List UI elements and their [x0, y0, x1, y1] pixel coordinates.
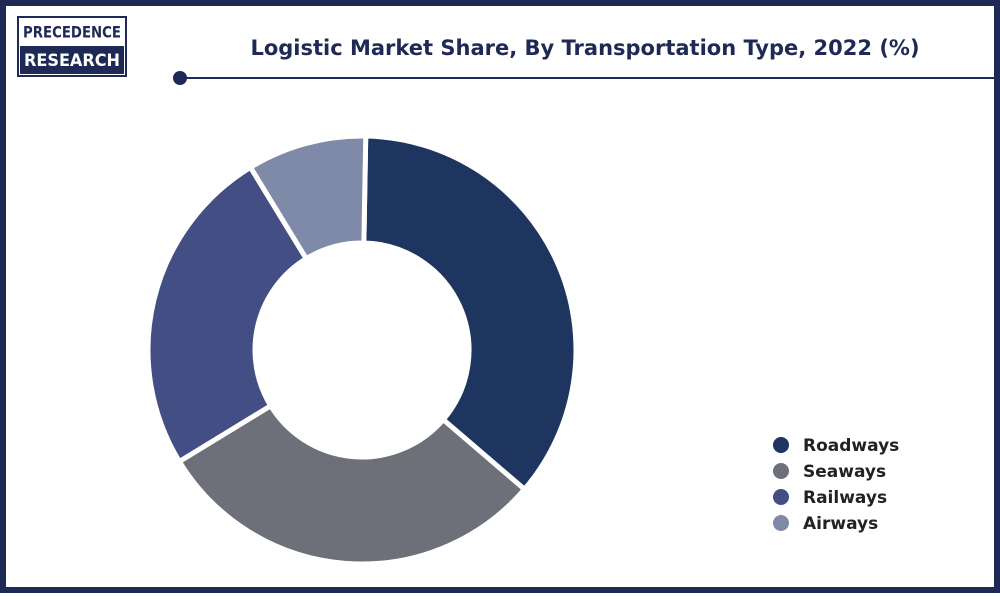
donut-slice	[247, 133, 369, 263]
legend-swatch	[773, 463, 789, 479]
logo-text: RESEARCH	[24, 51, 120, 71]
logo-text: PRECEDENCE	[23, 23, 121, 42]
donut-slice	[361, 133, 579, 493]
chart-title: Logistic Market Share, By Transportation…	[250, 36, 919, 60]
legend-swatch	[773, 437, 789, 453]
legend-swatch	[773, 515, 789, 531]
legend-label: Airways	[803, 514, 878, 534]
legend-label: Seaways	[803, 462, 886, 482]
legend-swatch	[773, 489, 789, 505]
donut-slice	[145, 163, 310, 465]
legend-label: Railways	[803, 488, 887, 508]
logo-band	[20, 46, 124, 74]
legend-label: Roadways	[803, 436, 899, 456]
donut-slice	[175, 402, 529, 567]
